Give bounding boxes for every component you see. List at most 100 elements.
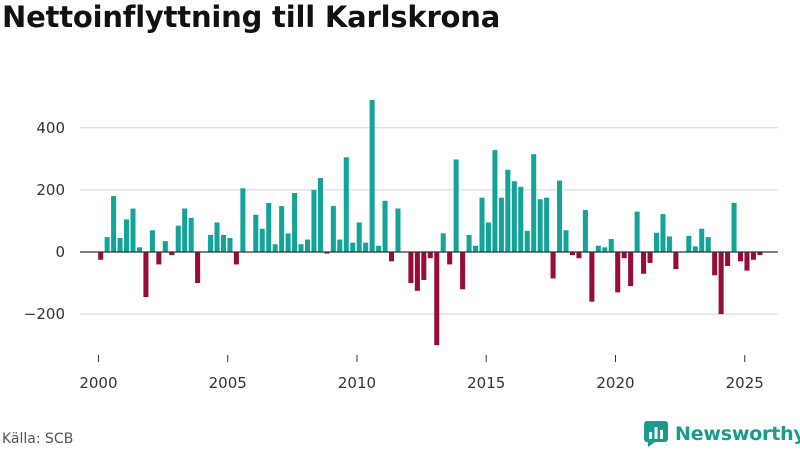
bar[interactable] (602, 247, 608, 252)
bar[interactable] (272, 244, 278, 252)
bar[interactable] (124, 219, 130, 252)
bar[interactable] (162, 241, 168, 252)
bar[interactable] (647, 252, 653, 263)
bar[interactable] (156, 252, 162, 265)
bar[interactable] (692, 246, 698, 252)
bar[interactable] (98, 252, 104, 260)
bar[interactable] (285, 233, 291, 252)
bar[interactable] (169, 252, 175, 256)
bar[interactable] (292, 193, 298, 252)
bar[interactable] (382, 200, 388, 252)
bar[interactable] (725, 252, 731, 266)
bar[interactable] (259, 228, 265, 252)
bar[interactable] (440, 233, 446, 252)
bar[interactable] (686, 235, 692, 252)
bar[interactable] (111, 196, 117, 252)
bar[interactable] (492, 150, 498, 252)
bar[interactable] (666, 236, 672, 252)
bar[interactable] (485, 222, 491, 253)
bar[interactable] (660, 214, 666, 252)
bar[interactable] (363, 242, 369, 252)
bar[interactable] (505, 169, 511, 252)
bar[interactable] (143, 252, 149, 298)
bar[interactable] (421, 252, 427, 280)
bar[interactable] (653, 232, 660, 252)
bar[interactable] (641, 252, 647, 274)
bar[interactable] (453, 159, 459, 252)
bar[interactable] (208, 234, 214, 252)
bar[interactable] (136, 247, 142, 252)
bar[interactable] (569, 252, 575, 256)
bar[interactable] (175, 225, 181, 252)
bar[interactable] (537, 199, 543, 252)
bar[interactable] (356, 222, 362, 253)
bar[interactable] (130, 208, 136, 252)
bar[interactable] (369, 99, 375, 252)
bar[interactable] (712, 252, 718, 276)
bar[interactable] (589, 252, 595, 302)
bar[interactable] (731, 202, 737, 252)
bar[interactable] (531, 154, 537, 252)
bar[interactable] (395, 208, 401, 252)
bar[interactable] (447, 252, 453, 265)
bar[interactable] (628, 252, 634, 287)
bar[interactable] (524, 230, 530, 252)
bar[interactable] (705, 237, 711, 252)
bar[interactable] (330, 206, 336, 252)
bar[interactable] (214, 222, 220, 253)
bar[interactable] (388, 252, 395, 262)
bar[interactable] (473, 245, 479, 252)
bar[interactable] (737, 252, 744, 262)
bar[interactable] (563, 230, 569, 252)
bar[interactable] (608, 238, 614, 252)
bar[interactable] (615, 252, 621, 293)
bar[interactable] (408, 252, 414, 284)
bar[interactable] (104, 237, 110, 252)
bar[interactable] (253, 214, 259, 252)
bar[interactable] (311, 189, 317, 252)
bar[interactable] (466, 234, 472, 252)
bar[interactable] (434, 252, 440, 346)
bar[interactable] (511, 181, 517, 252)
bar[interactable] (304, 239, 311, 252)
bar[interactable] (576, 252, 582, 259)
bar[interactable] (317, 178, 323, 252)
bar[interactable] (518, 186, 524, 252)
bar[interactable] (266, 202, 272, 252)
bar[interactable] (117, 238, 123, 252)
bar[interactable] (634, 211, 640, 252)
bar[interactable] (757, 252, 763, 256)
bar[interactable] (460, 252, 466, 290)
bar[interactable] (279, 206, 285, 252)
bar[interactable] (182, 208, 188, 252)
bar[interactable] (220, 234, 226, 252)
bar[interactable] (673, 252, 679, 270)
bar[interactable] (550, 252, 556, 279)
bar[interactable] (233, 252, 239, 265)
bar[interactable] (188, 217, 194, 252)
bar[interactable] (621, 252, 627, 259)
bar[interactable] (498, 197, 504, 252)
bar[interactable] (544, 197, 550, 252)
bar[interactable] (414, 252, 420, 291)
bar[interactable] (324, 252, 330, 254)
bar[interactable] (750, 252, 756, 260)
newsworthy-logo[interactable]: Newsworthy (644, 419, 800, 449)
bar[interactable] (376, 245, 382, 252)
bar[interactable] (298, 244, 304, 252)
bar[interactable] (699, 228, 705, 252)
bar[interactable] (227, 238, 233, 252)
bar[interactable] (240, 188, 246, 252)
bar[interactable] (343, 157, 349, 252)
bar[interactable] (718, 252, 724, 315)
bar[interactable] (557, 180, 563, 252)
bar[interactable] (149, 230, 155, 252)
bar[interactable] (595, 245, 601, 252)
bar[interactable] (350, 242, 356, 252)
bar[interactable] (337, 239, 343, 252)
bar[interactable] (479, 197, 485, 252)
bar[interactable] (744, 252, 750, 271)
bar[interactable] (427, 252, 433, 259)
bar[interactable] (582, 210, 588, 252)
bar[interactable] (195, 252, 201, 284)
